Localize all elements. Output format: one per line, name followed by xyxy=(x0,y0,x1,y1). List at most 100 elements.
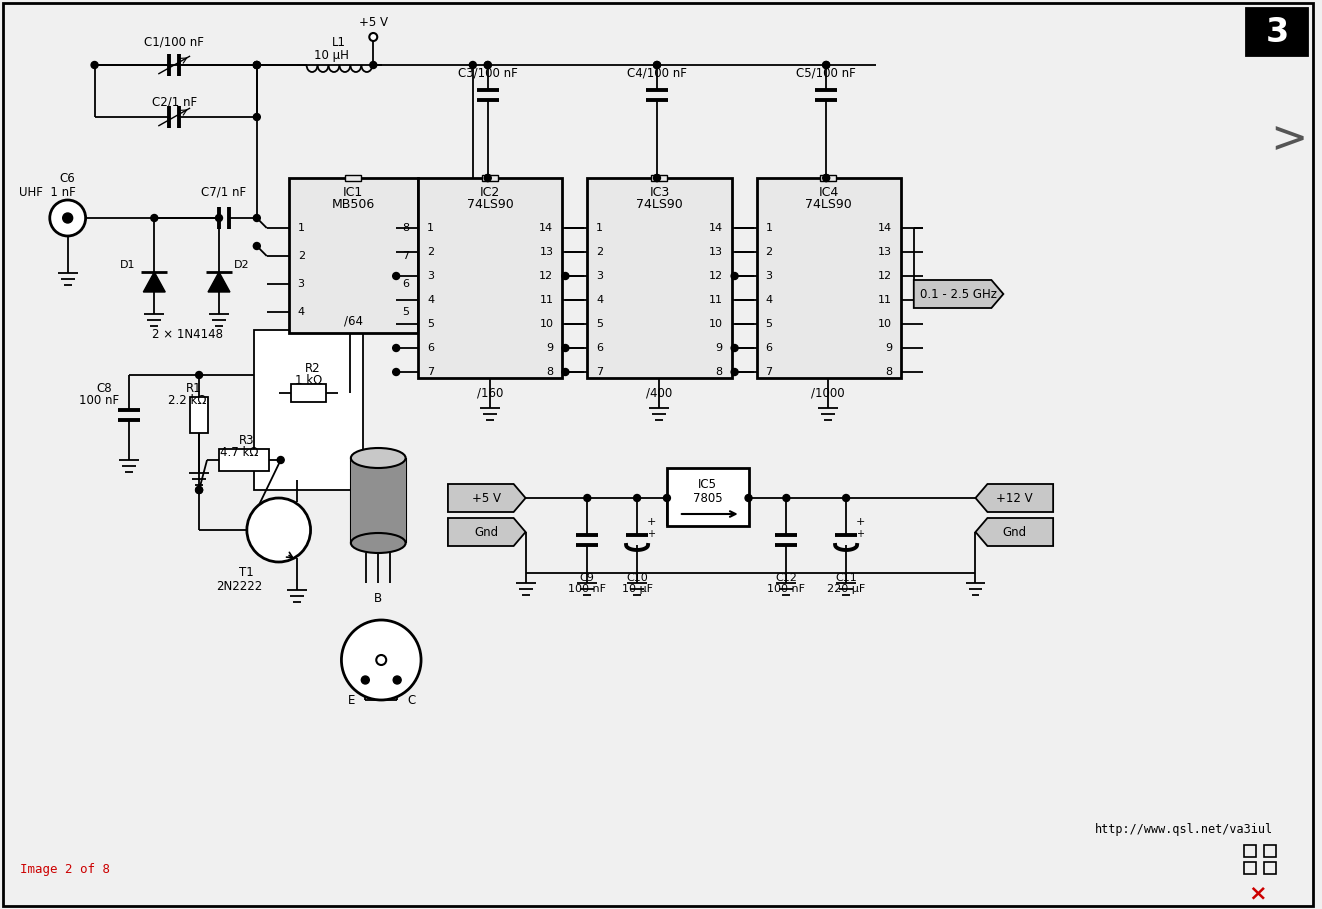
Text: C: C xyxy=(407,694,415,706)
Ellipse shape xyxy=(350,533,406,553)
Circle shape xyxy=(822,62,830,68)
Text: 10: 10 xyxy=(878,319,892,329)
Text: 12: 12 xyxy=(539,271,554,281)
Bar xyxy=(418,178,562,378)
Bar xyxy=(756,178,900,378)
Text: 7: 7 xyxy=(765,367,772,377)
Text: 3: 3 xyxy=(596,271,603,281)
Circle shape xyxy=(731,345,738,352)
Text: 5: 5 xyxy=(765,319,772,329)
Circle shape xyxy=(653,175,661,182)
Circle shape xyxy=(633,494,641,502)
Bar xyxy=(345,175,361,181)
Bar xyxy=(587,178,731,378)
Text: UHF  1 nF: UHF 1 nF xyxy=(20,185,77,198)
Bar xyxy=(190,397,208,433)
Text: 12: 12 xyxy=(709,271,723,281)
Text: 7: 7 xyxy=(402,251,408,261)
Text: Gnd: Gnd xyxy=(1002,525,1026,538)
Text: Image 2 of 8: Image 2 of 8 xyxy=(20,864,110,876)
Circle shape xyxy=(746,494,752,502)
Circle shape xyxy=(562,273,568,279)
Bar xyxy=(1244,845,1256,857)
Text: 14: 14 xyxy=(878,223,892,233)
Bar xyxy=(254,330,364,490)
Circle shape xyxy=(50,200,86,236)
Text: E: E xyxy=(348,694,356,706)
Text: 3: 3 xyxy=(765,271,772,281)
Text: D1: D1 xyxy=(120,260,135,270)
Text: 1: 1 xyxy=(765,223,772,233)
Circle shape xyxy=(484,175,492,182)
Circle shape xyxy=(822,175,830,182)
Circle shape xyxy=(783,494,789,502)
Text: 5: 5 xyxy=(596,319,603,329)
Text: ×: × xyxy=(1248,883,1266,903)
Bar xyxy=(288,178,418,333)
Text: +12 V: +12 V xyxy=(995,492,1032,504)
Text: IC2: IC2 xyxy=(480,185,500,198)
Circle shape xyxy=(254,62,260,68)
Text: +: + xyxy=(646,517,656,527)
Circle shape xyxy=(196,486,202,494)
Text: 2: 2 xyxy=(765,247,772,257)
Text: 13: 13 xyxy=(539,247,554,257)
Circle shape xyxy=(254,62,260,68)
Text: 6: 6 xyxy=(765,343,772,353)
Circle shape xyxy=(341,620,420,700)
Text: R2: R2 xyxy=(305,362,320,375)
Text: +: + xyxy=(646,529,654,539)
Text: B: B xyxy=(374,592,382,604)
Text: 5: 5 xyxy=(402,307,408,317)
Text: 2N2222: 2N2222 xyxy=(215,580,262,593)
Text: 8: 8 xyxy=(715,367,723,377)
Circle shape xyxy=(842,494,850,502)
Text: 7: 7 xyxy=(427,367,434,377)
Text: http://www.qsl.net/va3iul: http://www.qsl.net/va3iul xyxy=(1095,824,1273,836)
Text: D2: D2 xyxy=(234,260,250,270)
Text: 4: 4 xyxy=(427,295,434,305)
Text: 220 μF: 220 μF xyxy=(828,584,865,594)
Bar xyxy=(481,175,497,181)
Circle shape xyxy=(370,62,377,68)
Text: 8: 8 xyxy=(884,367,892,377)
Circle shape xyxy=(254,243,260,249)
Polygon shape xyxy=(143,272,165,292)
Polygon shape xyxy=(976,484,1054,512)
Polygon shape xyxy=(914,280,1003,308)
Circle shape xyxy=(653,62,661,68)
Text: R3: R3 xyxy=(239,434,255,446)
Text: /160: /160 xyxy=(476,386,502,399)
Text: C10: C10 xyxy=(627,573,648,583)
Text: 2: 2 xyxy=(427,247,434,257)
Text: 3: 3 xyxy=(427,271,434,281)
Text: 1: 1 xyxy=(297,223,304,233)
Text: 2: 2 xyxy=(297,251,305,261)
Text: /400: /400 xyxy=(646,386,672,399)
Text: /1000: /1000 xyxy=(812,386,845,399)
Text: MB506: MB506 xyxy=(332,198,375,212)
Text: 10: 10 xyxy=(709,319,723,329)
Text: 3: 3 xyxy=(1265,15,1289,48)
Text: 11: 11 xyxy=(539,295,554,305)
Text: +5 V: +5 V xyxy=(358,15,387,28)
Circle shape xyxy=(369,33,377,41)
Circle shape xyxy=(731,273,738,279)
Text: C4/100 nF: C4/100 nF xyxy=(627,66,687,79)
Bar xyxy=(666,468,748,526)
Circle shape xyxy=(731,368,738,375)
Text: 2: 2 xyxy=(596,247,603,257)
Text: 8: 8 xyxy=(402,223,408,233)
Text: 100 nF: 100 nF xyxy=(568,584,607,594)
Text: C1/100 nF: C1/100 nF xyxy=(144,35,204,48)
Bar xyxy=(291,384,327,402)
Circle shape xyxy=(62,213,73,223)
Circle shape xyxy=(393,676,401,684)
Text: C5/100 nF: C5/100 nF xyxy=(796,66,857,79)
Text: 7: 7 xyxy=(596,367,603,377)
Circle shape xyxy=(584,494,591,502)
Text: C2/1 nF: C2/1 nF xyxy=(152,95,197,108)
Text: 100 nF: 100 nF xyxy=(767,584,805,594)
Text: 10: 10 xyxy=(539,319,554,329)
Text: 4: 4 xyxy=(765,295,772,305)
